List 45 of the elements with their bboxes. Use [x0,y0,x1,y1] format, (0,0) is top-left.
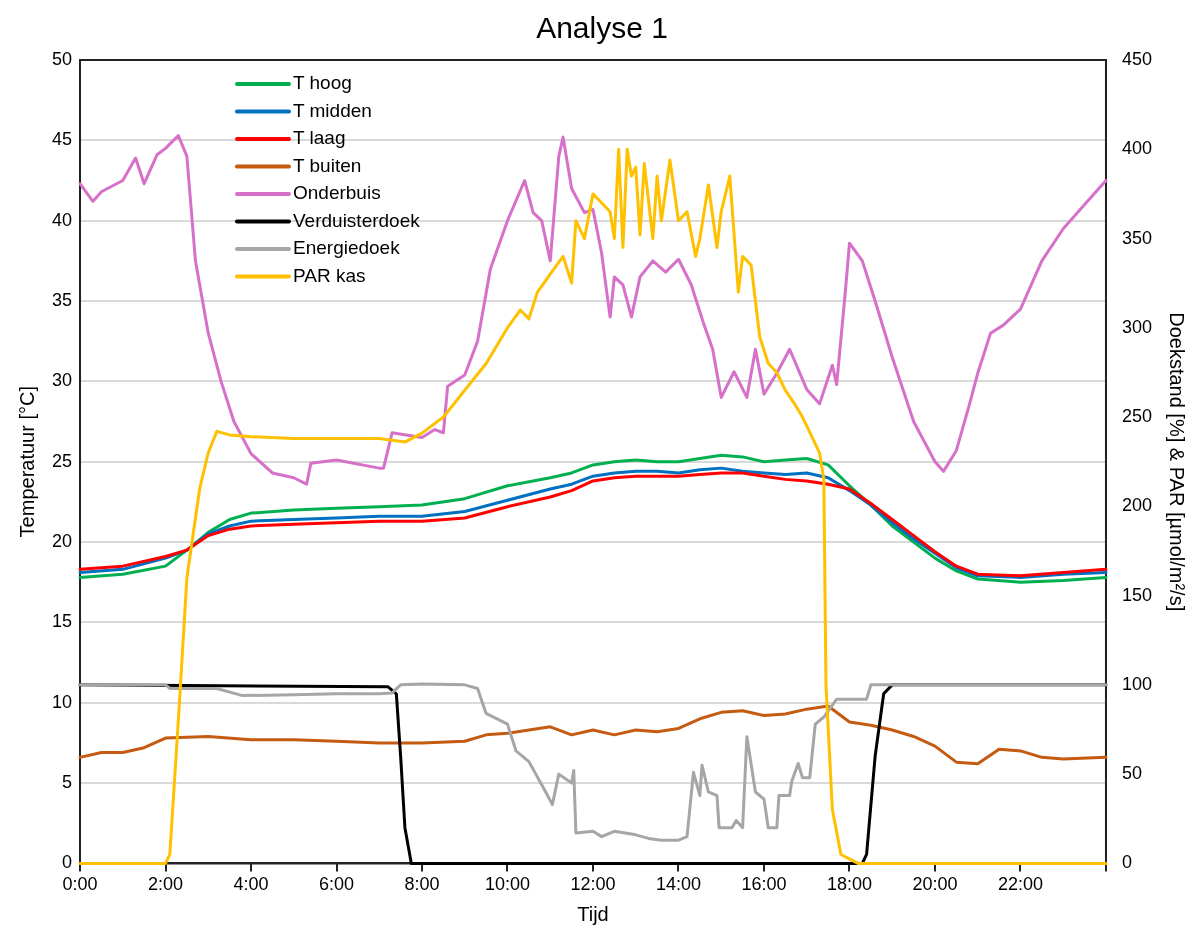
x-axis-title: Tijd [577,902,609,925]
y2-tick-label: 50 [1121,763,1142,784]
y-tick-label: 45 [51,129,73,150]
x-tick-label: 4:00 [233,874,269,895]
y-tick-label: 50 [51,48,73,69]
y2-tick-label: 100 [1121,673,1153,694]
x-tick-label: 6:00 [318,874,355,895]
y2-tick-label: 0 [1121,852,1132,873]
legend-label: T midden [292,99,372,121]
x-tick-label: 12:00 [570,874,616,895]
legend-label: T buiten [292,154,362,176]
y2-tick-label: 400 [1121,138,1153,159]
y-tick-label: 20 [51,531,73,552]
x-tick-label: 8:00 [404,874,440,895]
x-tick-label: 14:00 [655,874,702,895]
y2-tick-label: 200 [1121,495,1153,516]
legend-label: T laag [292,127,346,149]
y2-tick-label: 250 [1121,406,1153,427]
x-tick-label: 2:00 [147,874,184,895]
chart-title: Analyse 1 [536,11,668,45]
legend-label: Onderbuis [292,182,381,204]
x-tick-label: 0:00 [62,874,98,895]
y2-axis-title: Doekstand [%] & PAR [µmol/m²/s] [1166,312,1189,612]
x-tick-label: 16:00 [741,874,787,895]
x-tick-label: 18:00 [826,874,872,895]
y-tick-label: 30 [51,370,73,391]
y2-tick-label: 150 [1121,584,1153,605]
y2-tick-label: 350 [1121,227,1153,248]
y-tick-label: 35 [51,289,73,310]
y-tick-label: 40 [51,209,73,230]
y-tick-label: 10 [51,691,73,712]
x-tick-label: 22:00 [997,874,1043,895]
y-tick-label: 5 [62,772,73,793]
y-tick-label: 15 [51,611,73,632]
y-tick-label: 25 [51,450,73,471]
y2-tick-label: 300 [1121,316,1153,337]
x-tick-label: 20:00 [912,874,958,895]
y-axis-title: Temperatuur [°C] [15,386,38,538]
legend-label: PAR kas [292,264,366,286]
legend-label: T hoog [292,72,352,94]
y-tick-label: 0 [62,852,73,873]
legend-label: Energiedoek [292,237,401,259]
y2-tick-label: 450 [1121,48,1153,69]
legend-label: Verduisterdoek [292,209,421,231]
x-tick-label: 10:00 [484,874,531,895]
